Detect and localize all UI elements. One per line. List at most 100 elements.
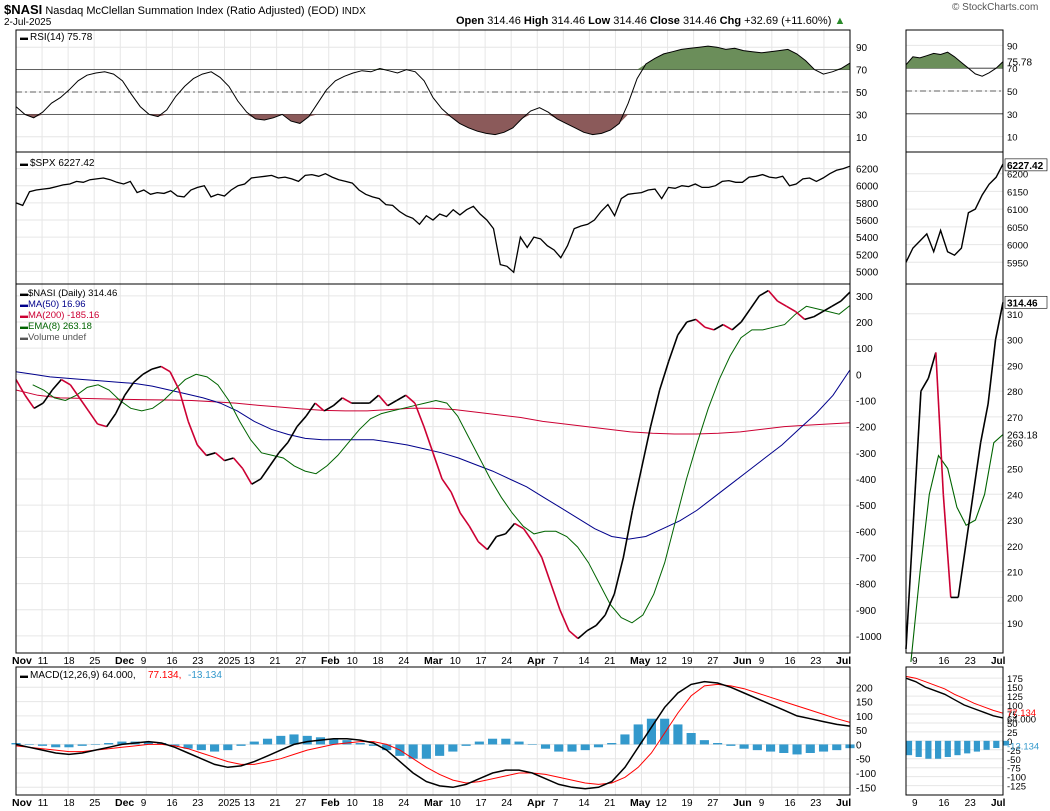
x-axis-label: Mar	[424, 655, 443, 667]
zoom-tick-label: 10	[1007, 133, 1018, 144]
macd-histogram-bar	[382, 744, 392, 751]
macd-histogram-bar	[527, 744, 537, 745]
zoom-nasi-segment	[979, 403, 989, 443]
nasi-line-segment	[613, 557, 625, 595]
macd-histogram-bar	[832, 744, 842, 751]
zoom-tick-label: 70	[1007, 64, 1018, 75]
zoom-tick-label: 175	[1007, 674, 1023, 685]
high-label: High	[523, 15, 549, 27]
macd-tick-label: 0	[856, 740, 862, 751]
zoom-ema8-line	[910, 434, 1004, 662]
x-axis-label-bottom: 21	[270, 798, 282, 809]
nasi-line-segment	[269, 452, 280, 467]
x-axis-label-bottom: 10	[347, 798, 359, 809]
x-axis-label: Feb	[321, 655, 340, 667]
nasi-line-segment	[522, 528, 534, 543]
nasi-line-segment	[477, 541, 488, 551]
nasi-line-segment	[178, 389, 190, 422]
spx-price-line	[15, 165, 851, 274]
x-axis-label: 27	[295, 656, 307, 667]
nasi-line-segment	[78, 397, 90, 412]
x-axis-label-bottom: Feb	[321, 797, 340, 809]
spx-tick-label: 5200	[856, 250, 879, 261]
macd-tick-label: -150	[856, 783, 876, 794]
nasi-line-segment	[169, 371, 180, 391]
macd-histogram-bar	[90, 744, 100, 745]
ohlc-row: Open 314.46 High 314.46 Low 314.46 Close…	[456, 15, 845, 27]
macd-histogram-bar	[223, 744, 233, 751]
zoom-tick-label: 125	[1007, 692, 1023, 703]
macd-histogram-bar	[488, 738, 498, 745]
zoom-x-label: Jul	[991, 656, 1006, 667]
zoom-nasi-segment	[964, 494, 974, 546]
spx-tick-label: 5000	[856, 267, 879, 278]
macd-legend-swatch: ▬	[20, 671, 28, 680]
copyright-label: © StockCharts.com	[952, 2, 1039, 13]
zoom-rsi-value: 75.78	[1007, 57, 1032, 68]
ema8-line	[32, 305, 851, 624]
zoom-tick-label: 6150	[1007, 187, 1028, 198]
nasi-line-segment	[831, 300, 842, 308]
macd-histogram-bar	[461, 744, 471, 746]
zoom-nasi-segment	[912, 391, 922, 521]
zoom-nasi-segment	[994, 302, 1004, 340]
rsi-legend-label: RSI(14) 75.78	[30, 32, 93, 43]
x-axis-label-bottom: 23	[192, 798, 204, 809]
macd-histogram-bar	[210, 744, 220, 752]
zoom-tick-label: 310	[1007, 310, 1023, 321]
nasi-line-segment	[414, 402, 425, 427]
nasi-line-segment	[187, 421, 199, 446]
nasi-line-segment	[686, 318, 697, 323]
macd-histogram-bar	[646, 718, 656, 745]
nasi-line-segment	[260, 465, 271, 480]
zoom-tick-label: 5950	[1007, 258, 1028, 269]
x-axis-label-bottom: 7	[553, 798, 559, 809]
zoom-nasi-segment	[957, 545, 967, 598]
macd-histogram-bar	[593, 744, 604, 748]
nasi-line-segment	[595, 614, 606, 626]
macd-histogram-bar	[805, 744, 815, 753]
nasi-tick-label: -1000	[856, 632, 882, 643]
zoom-macd-histogram-bar	[944, 740, 951, 757]
x-axis-label: 21	[604, 656, 616, 667]
nasi-line-segment	[722, 323, 733, 331]
nasi-line-segment	[767, 290, 779, 302]
zoom-macd-histogram-bar	[983, 740, 990, 750]
nasi-line-segment	[677, 321, 688, 336]
zoom-nasi-value: 314.46	[1007, 298, 1038, 309]
nasi-line-segment	[749, 295, 761, 310]
macd-histogram-bar	[713, 743, 723, 745]
nasi-line-segment	[133, 373, 144, 383]
low-label: Low	[588, 15, 611, 27]
nasi-line-segment	[559, 609, 570, 632]
x-axis-label: 18	[373, 656, 385, 667]
zoom-nasi-segment	[905, 520, 915, 650]
nasi-line-segment	[541, 557, 552, 584]
nasi-line-segment	[124, 381, 135, 396]
x-axis-label-bottom: 16	[167, 798, 179, 809]
nasi-line-segment	[42, 389, 53, 404]
nasi-line-segment	[441, 478, 452, 493]
rsi-tick-label: 10	[856, 133, 868, 144]
macd-histogram-bar	[818, 744, 829, 752]
zoom-tick-label: -125	[1007, 782, 1026, 793]
zoom-x-label: 16	[938, 656, 950, 667]
macd-histogram-bar	[236, 744, 246, 746]
zoom-nasi-segment	[920, 377, 930, 392]
change-value: +32.69 (+11.60%)	[744, 15, 832, 27]
macd-histogram-bar	[607, 743, 617, 745]
zoom-hist-value: -13.134	[1007, 742, 1039, 753]
zoom-tick-label: 6000	[1007, 241, 1028, 252]
zoom-rsi-fill	[906, 52, 1003, 69]
x-axis-label: 19	[682, 656, 694, 667]
macd-histogram-bar	[792, 744, 802, 755]
nasi-line-segment	[332, 397, 343, 407]
nasi-line-segment	[786, 305, 797, 313]
spx-tick-label: 5600	[856, 216, 879, 227]
nasi-tick-label: 0	[856, 370, 862, 381]
zoom-macd-histogram-bar	[935, 740, 942, 759]
x-axis-label: 2025	[218, 656, 241, 667]
nasi-line-segment	[840, 291, 851, 302]
nasi-legend-label: EMA(8) 263.18	[28, 321, 92, 332]
nasi-line-segment	[241, 468, 253, 485]
